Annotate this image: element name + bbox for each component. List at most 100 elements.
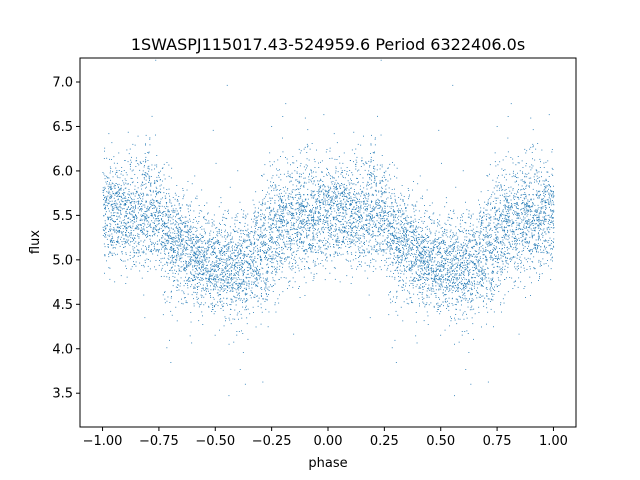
data-point: [448, 252, 450, 254]
data-point: [289, 240, 291, 241]
data-point: [538, 226, 540, 228]
data-point: [213, 270, 215, 272]
data-point: [245, 276, 247, 278]
data-point: [131, 232, 132, 234]
data-point: [145, 234, 147, 235]
data-point: [422, 299, 424, 300]
data-point: [349, 203, 351, 205]
data-point: [435, 275, 437, 277]
data-point: [542, 223, 544, 225]
data-point: [406, 266, 407, 268]
data-point: [205, 265, 207, 266]
data-point: [335, 228, 337, 230]
data-point: [412, 226, 414, 228]
data-point: [290, 222, 292, 224]
data-point: [312, 224, 313, 226]
data-point: [406, 240, 408, 242]
data-point: [141, 174, 143, 176]
data-point: [537, 227, 539, 229]
data-point: [260, 214, 262, 215]
data-point: [438, 237, 440, 239]
data-point: [393, 253, 395, 254]
data-point: [459, 281, 460, 283]
data-point: [270, 272, 272, 274]
data-point: [475, 266, 477, 268]
data-point: [111, 235, 113, 237]
data-point: [202, 237, 204, 238]
data-point: [507, 216, 509, 218]
data-point: [480, 210, 482, 212]
data-point: [102, 229, 104, 231]
data-point: [334, 192, 336, 194]
data-point: [108, 246, 109, 248]
data-point: [536, 175, 538, 177]
data-point: [494, 212, 496, 214]
data-point: [165, 213, 167, 215]
data-point: [151, 251, 152, 253]
data-point: [198, 253, 200, 255]
data-point: [504, 236, 506, 238]
data-point: [236, 230, 238, 232]
data-point: [253, 249, 255, 251]
data-point: [119, 209, 121, 211]
data-point: [110, 179, 111, 181]
data-point: [184, 225, 186, 227]
data-point: [333, 218, 335, 220]
data-point: [424, 253, 426, 255]
data-point: [327, 223, 329, 224]
data-point: [374, 216, 375, 218]
data-point: [538, 215, 540, 217]
data-point: [429, 268, 431, 270]
data-point: [367, 233, 369, 235]
data-point: [371, 249, 373, 251]
data-point: [380, 250, 382, 252]
data-point: [356, 211, 358, 212]
data-point: [239, 288, 241, 289]
data-point: [115, 192, 117, 194]
data-point: [219, 268, 221, 269]
data-point: [277, 209, 279, 211]
data-point: [349, 197, 351, 199]
data-point: [308, 176, 310, 178]
data-point: [393, 231, 395, 233]
data-point: [489, 282, 491, 284]
data-point: [446, 288, 448, 290]
data-point: [454, 317, 455, 319]
data-point: [231, 238, 233, 240]
data-point: [450, 320, 452, 322]
data-point: [208, 247, 210, 248]
data-point: [265, 308, 267, 310]
data-point: [344, 189, 345, 191]
data-point: [301, 261, 303, 263]
data-point: [460, 243, 462, 245]
data-point: [409, 247, 411, 249]
data-point: [235, 266, 237, 267]
data-point: [250, 290, 252, 292]
data-point: [518, 214, 520, 216]
data-point: [437, 223, 439, 225]
data-point: [486, 280, 488, 282]
data-point: [215, 275, 217, 277]
data-point: [143, 218, 145, 220]
data-point: [321, 229, 323, 231]
data-point: [247, 245, 249, 247]
data-point: [278, 226, 280, 228]
data-point: [479, 269, 481, 271]
data-point: [390, 234, 392, 236]
data-point: [340, 200, 342, 202]
data-point: [511, 203, 512, 204]
data-point: [536, 172, 538, 174]
data-point: [214, 270, 216, 272]
data-point: [417, 243, 419, 245]
data-point: [527, 211, 529, 213]
data-point: [502, 237, 504, 238]
data-point: [367, 231, 369, 233]
data-point: [461, 214, 463, 216]
data-point: [222, 306, 223, 308]
data-point: [350, 283, 352, 284]
data-point: [122, 208, 123, 210]
data-point: [211, 269, 213, 271]
data-point: [177, 200, 179, 202]
data-point: [549, 206, 550, 208]
data-point: [172, 263, 174, 265]
